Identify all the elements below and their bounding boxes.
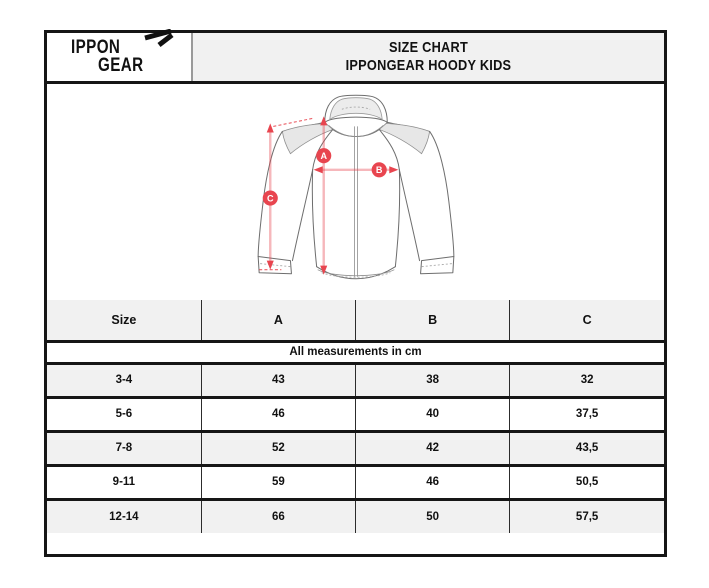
collar-inner-line: [327, 125, 384, 137]
column-header-b: B: [354, 300, 510, 341]
table-row: 12-14 66 50 57,5: [47, 497, 664, 533]
measure-a-badge: [315, 148, 331, 164]
measure-c-top-dash: [272, 117, 313, 127]
measure-b-label: B: [375, 165, 382, 175]
c-cell: 32: [509, 363, 664, 397]
measure-a-arrow-bottom: [319, 265, 327, 275]
measure-b-arrow-left: [313, 166, 323, 174]
a-cell: 66: [200, 497, 356, 533]
body-left-seam: [311, 169, 317, 268]
measure-c-arrow-bottom: [266, 260, 274, 270]
brand-logo: IPPON GEAR: [71, 29, 174, 76]
brand-chevron-icon: [144, 29, 174, 47]
c-cell: 37,5: [509, 395, 664, 431]
table-row: 5-6 46 40 37,5: [47, 395, 664, 431]
left-sleeve-inner: [291, 169, 313, 262]
hood-inner: [328, 97, 383, 121]
size-cell: 12-14: [47, 497, 202, 533]
measurements-note: All measurements in cm: [47, 339, 664, 365]
column-header-a: A: [200, 300, 356, 341]
hem-outline: [315, 266, 396, 280]
right-shoulder-panel: [377, 122, 430, 155]
brand-line2: GEAR: [98, 55, 144, 76]
a-cell: 52: [200, 429, 356, 465]
a-cell: 43: [200, 363, 356, 397]
hem-stitch: [321, 272, 390, 278]
a-cell: 46: [200, 395, 356, 431]
b-cell: 40: [354, 395, 510, 431]
sheet-title-line2: IPPONGEAR HOODY KIDS: [345, 57, 512, 74]
sheet-title-line1: SIZE CHART: [388, 39, 469, 56]
table-row: 3-4 43 38 32: [47, 363, 664, 397]
sheet-title-cell: SIZE CHART IPPONGEAR HOODY KIDS: [193, 33, 664, 81]
size-table-header-row: Size A B C: [47, 300, 664, 341]
size-cell: 3-4: [47, 363, 202, 397]
left-cuff: [257, 256, 292, 275]
b-cell: 42: [354, 429, 510, 465]
measure-a-arrow-top: [319, 116, 327, 126]
column-header-c: C: [509, 300, 664, 341]
left-raglan-seam: [311, 128, 333, 171]
measure-c-label: C: [266, 193, 273, 203]
measure-a-label: A: [320, 151, 327, 161]
measure-b-badge: [371, 162, 387, 178]
table-row: 9-11 59 46 50,5: [47, 463, 664, 499]
right-sleeve-inner: [398, 169, 420, 262]
b-cell: 50: [354, 497, 510, 533]
sheet-header: IPPON GEAR SIZE CHART IPPONGEAR HOODY KI…: [47, 29, 664, 84]
table-row: 7-8 52 42 43,5: [47, 429, 664, 465]
brand-logo-cell: IPPON GEAR: [47, 29, 193, 81]
column-header-size: Size: [47, 300, 202, 341]
size-cell: 7-8: [47, 429, 202, 465]
c-cell: 50,5: [509, 463, 664, 499]
b-cell: 38: [354, 363, 510, 397]
measure-c-arrow-top: [266, 123, 274, 133]
body-right-seam: [394, 169, 400, 268]
measure-c-badge: [262, 190, 278, 206]
measure-b-arrow-right: [388, 166, 398, 174]
hoody-diagram-area: A B C: [47, 84, 664, 300]
right-cuff-stitch: [421, 263, 452, 268]
left-shoulder-panel: [281, 122, 334, 155]
b-cell: 46: [354, 463, 510, 499]
a-cell: 59: [200, 463, 356, 499]
right-sleeve-outer: [428, 130, 454, 258]
c-cell: 43,5: [509, 429, 664, 465]
hoody-illustration: A B C: [257, 94, 454, 280]
measurements-note-row: All measurements in cm: [47, 339, 664, 365]
left-cuff-stitch: [259, 263, 290, 268]
size-cell: 5-6: [47, 395, 202, 431]
right-cuff: [419, 256, 454, 275]
right-raglan-seam: [378, 128, 400, 171]
brand-line1: IPPON: [71, 37, 121, 58]
size-cell: 9-11: [47, 463, 202, 499]
size-table: Size A B C All measurements in cm 3-4 43…: [47, 300, 664, 533]
left-sleeve-outer: [257, 130, 283, 258]
c-cell: 57,5: [509, 497, 664, 533]
size-chart-sheet: IPPON GEAR SIZE CHART IPPONGEAR HOODY KI…: [44, 29, 667, 557]
